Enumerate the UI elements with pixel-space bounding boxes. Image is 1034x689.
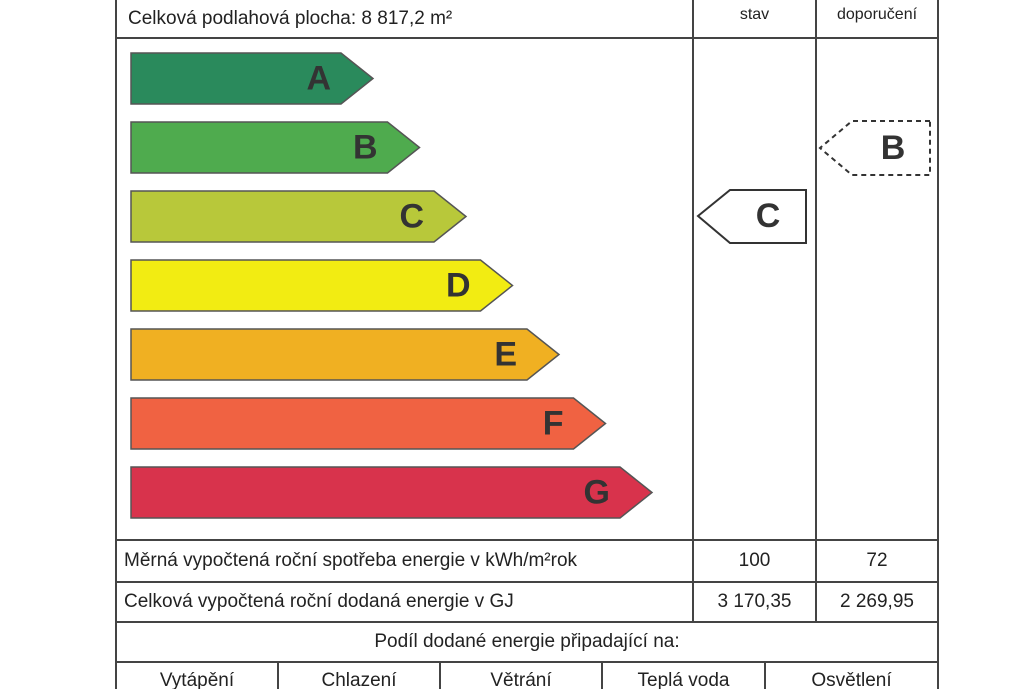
share-item: Vytápění [159, 670, 235, 689]
current-class: C [756, 197, 781, 235]
current-class-arrow [696, 189, 807, 244]
class-letter: E [494, 335, 517, 373]
row-label: Měrná vypočtená roční spotřeba energie v… [124, 550, 578, 571]
class-letter: D [446, 266, 471, 304]
recommended-class-arrow [818, 120, 931, 176]
class-bar [130, 52, 375, 105]
class-letter: F [543, 404, 564, 442]
class-bar [130, 397, 607, 450]
share-item: Větrání [490, 670, 552, 689]
class-letter: G [584, 473, 610, 511]
recommended-class: B [881, 129, 906, 167]
class-bar [130, 259, 514, 312]
share-title: Podíl dodané energie připadající na: [374, 631, 680, 652]
row-recommended: 72 [866, 550, 888, 571]
share-item: Osvětlení [811, 670, 892, 689]
share-item: Chlazení [321, 670, 397, 689]
row-current: 100 [738, 550, 771, 571]
row-label: Celková vypočtená roční dodaná energie v… [124, 591, 514, 612]
class-bar [130, 466, 654, 519]
class-letter: B [353, 128, 378, 166]
row-current: 3 170,35 [717, 591, 792, 612]
class-bar [130, 121, 421, 174]
col-current: stav [739, 6, 770, 23]
col-recommended: doporučení [836, 6, 918, 23]
share-item: Teplá voda [637, 670, 730, 689]
class-letter: A [306, 59, 331, 97]
class-bar [130, 190, 468, 243]
row-recommended: 2 269,95 [840, 591, 914, 612]
area: Celková podlahová plocha: 8 817,2 m² [128, 8, 453, 29]
class-bar [130, 328, 561, 381]
class-letter: C [399, 197, 424, 235]
